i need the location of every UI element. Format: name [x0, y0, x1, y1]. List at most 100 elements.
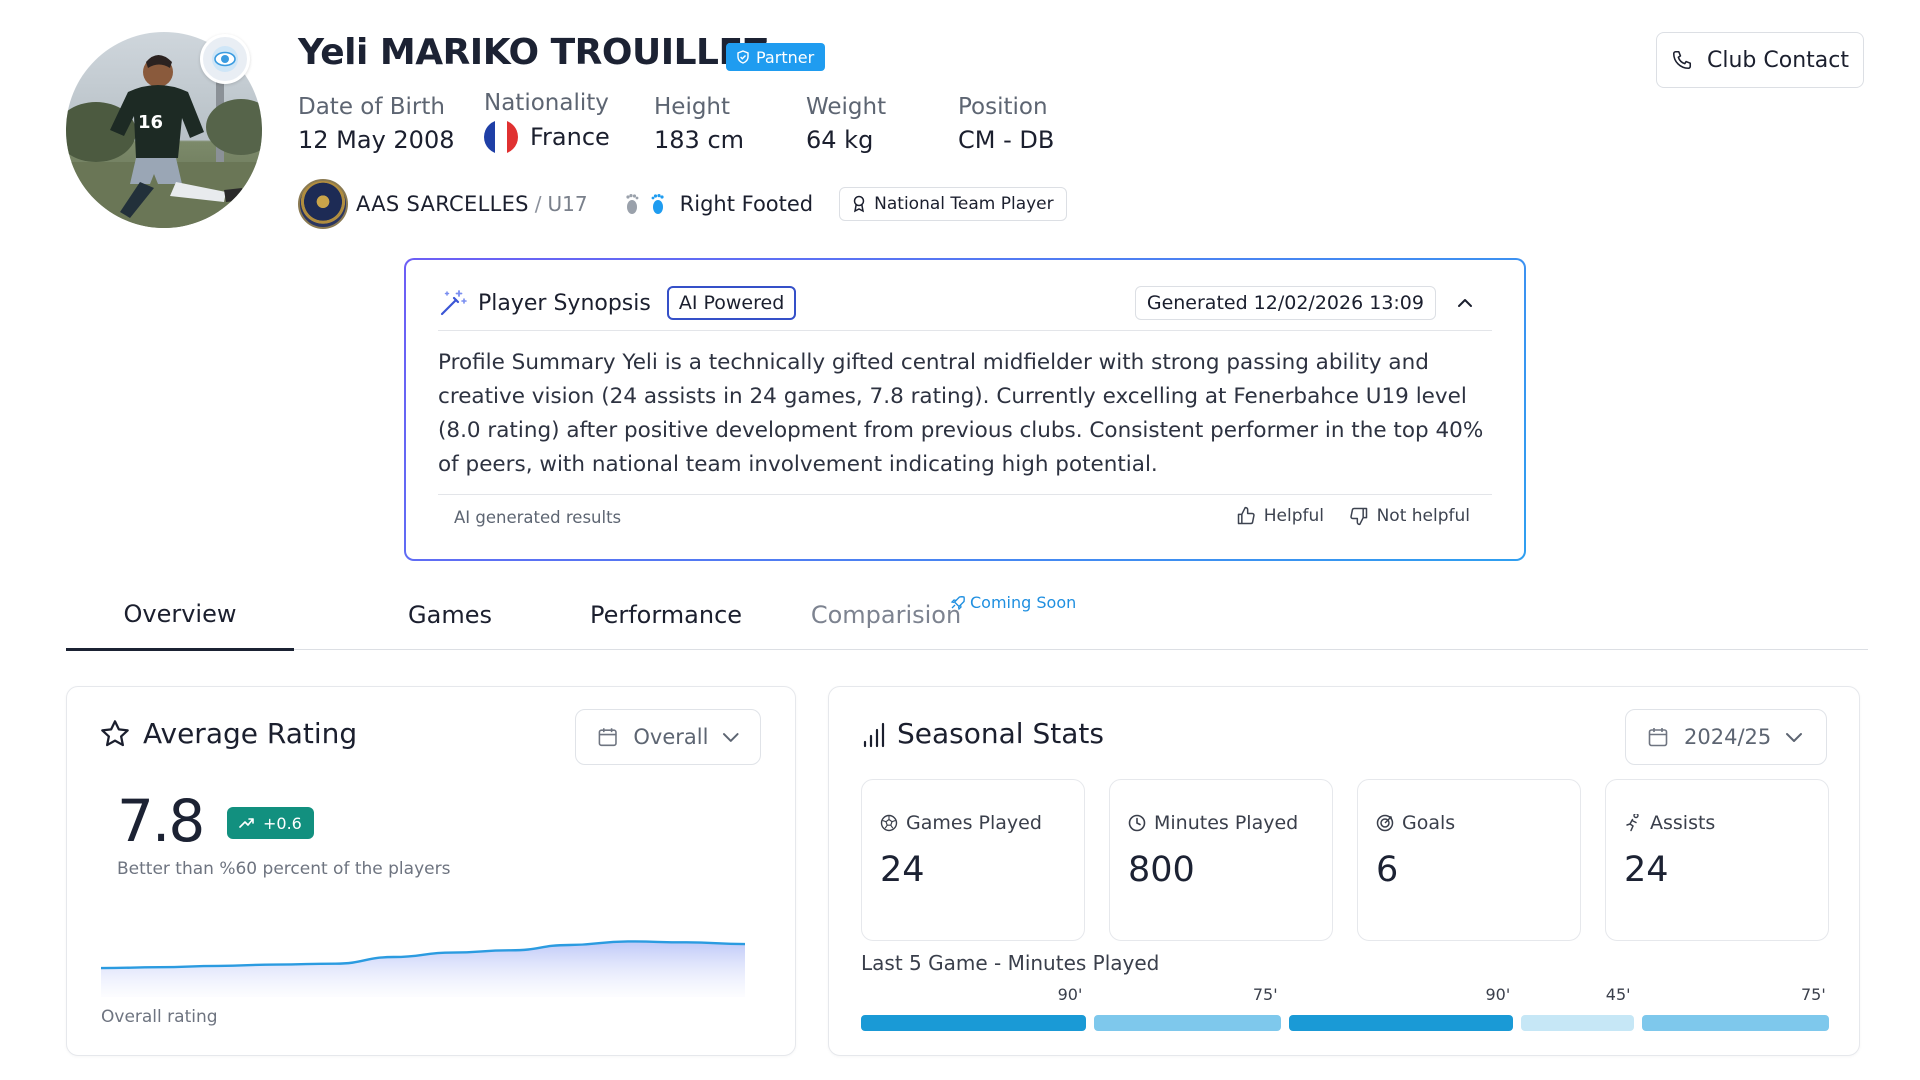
club-name[interactable]: AAS SARCELLES — [356, 192, 529, 216]
trending-up-icon — [239, 818, 254, 828]
height-label: Height — [654, 94, 731, 120]
club-row: AAS SARCELLES / U17 Right Footed Nationa… — [298, 178, 1067, 230]
national-team-badge: National Team Player — [839, 187, 1067, 221]
better-than-text: Better than %60 percent of the players — [117, 859, 451, 879]
national-team-label: National Team Player — [874, 194, 1054, 214]
target-icon — [1376, 814, 1394, 832]
seasonal-stats-card: Seasonal Stats 2024/25 Games Played 24 M… — [828, 686, 1860, 1056]
generated-date: Generated 12/02/2026 13:09 — [1134, 286, 1436, 320]
rating-trend-line — [101, 940, 745, 970]
rating-trend-chart — [101, 940, 745, 997]
watch-eye-icon[interactable] — [200, 34, 250, 84]
divider — [438, 330, 1492, 331]
clock-icon — [1128, 814, 1146, 832]
star-icon — [101, 719, 129, 746]
ai-generated-note: AI generated results — [454, 508, 622, 527]
minutes-segment — [1521, 1015, 1634, 1031]
thumbs-up-icon — [1237, 506, 1255, 525]
shield-check-icon — [737, 50, 749, 64]
synopsis-title: Player Synopsis — [478, 290, 651, 316]
not-helpful-button[interactable]: Not helpful — [1349, 506, 1470, 526]
stat-assists: Assists 24 — [1605, 779, 1829, 941]
height-field: Height 183 cm — [654, 94, 744, 154]
tab-comparision[interactable]: Comparision — [810, 601, 962, 629]
minutes-segment — [1288, 1015, 1514, 1031]
rating-filter-dropdown[interactable]: Overall — [575, 709, 761, 765]
stat-value: 24 — [1624, 850, 1669, 890]
minutes-label: 90' — [1485, 985, 1511, 1004]
divider — [438, 494, 1492, 495]
helpful-button[interactable]: Helpful — [1236, 506, 1324, 526]
collapse-chevron-up-icon[interactable] — [1454, 292, 1476, 314]
tab-overview[interactable]: Overview — [66, 580, 294, 651]
nationality-value: France — [530, 123, 610, 151]
minutes-segment — [1641, 1015, 1829, 1031]
average-rating-title: Average Rating — [143, 717, 358, 750]
svg-text:16: 16 — [138, 112, 163, 133]
calendar-icon — [1648, 728, 1668, 747]
rating-trend-area — [101, 941, 745, 997]
dob-label: Date of Birth — [298, 94, 445, 120]
chevron-down-icon — [723, 733, 740, 742]
player-name: Yeli MARIKO TROUILLEZ — [298, 32, 769, 73]
season-value: 2024/25 — [1684, 725, 1772, 749]
stat-value: 6 — [1376, 850, 1399, 890]
club-contact-label: Club Contact — [1707, 47, 1849, 73]
minutes-segment — [1093, 1015, 1281, 1031]
tab-bar: Overview Games Performance Comparision — [66, 580, 1868, 651]
average-rating-card: Average Rating Overall 7.8 +0.6 Better t… — [66, 686, 796, 1056]
minutes-label: 45' — [1605, 985, 1631, 1004]
stat-value: 24 — [880, 850, 925, 890]
stat-minutes-played: Minutes Played 800 — [1109, 779, 1333, 941]
assist-icon — [1626, 814, 1639, 832]
helpful-label: Helpful — [1263, 506, 1324, 526]
tab-games[interactable]: Games — [408, 601, 492, 629]
seasonal-stats-title: Seasonal Stats — [897, 717, 1104, 750]
partner-label: Partner — [756, 47, 815, 67]
phone-icon — [1672, 50, 1692, 70]
position-label: Position — [958, 94, 1048, 120]
magic-wand-icon — [440, 290, 467, 316]
season-dropdown[interactable]: 2024/25 — [1625, 709, 1827, 765]
nationality-field: Nationality France — [484, 90, 610, 154]
award-icon — [853, 195, 865, 213]
average-rating-value: 7.8 — [117, 787, 205, 855]
player-synopsis-card: Player Synopsis AI Powered Generated 12/… — [404, 258, 1526, 561]
coming-soon-badge: Coming Soon — [950, 593, 1076, 612]
partner-badge: Partner — [726, 43, 826, 71]
stat-label: Games Played — [906, 812, 1042, 834]
dob-field: Date of Birth 12 May 2008 — [298, 94, 455, 154]
minutes-label: 75' — [1801, 985, 1826, 1004]
ai-powered-badge: AI Powered — [666, 286, 797, 320]
footprints-icon — [622, 192, 668, 216]
synopsis-text: Profile Summary Yeli is a technically gi… — [438, 350, 1484, 477]
stat-label: Assists — [1650, 812, 1716, 834]
club-separator: / — [534, 192, 542, 216]
dob-value: 12 May 2008 — [298, 126, 455, 154]
coming-soon-label: Coming Soon — [970, 593, 1077, 612]
rocket-icon — [950, 595, 965, 610]
overall-rating-label: Overall rating — [101, 1007, 218, 1027]
soccer-ball-icon — [880, 814, 898, 832]
club-logo — [298, 179, 348, 229]
rating-delta-badge: +0.6 — [227, 807, 314, 839]
tab-performance[interactable]: Performance — [589, 601, 743, 629]
calendar-icon — [598, 728, 617, 747]
stat-goals: Goals 6 — [1357, 779, 1581, 941]
thumbs-down-icon — [1349, 507, 1367, 526]
club-contact-button[interactable]: Club Contact — [1656, 32, 1864, 88]
minutes-label: 90' — [1057, 985, 1083, 1004]
position-value: CM - DB — [958, 126, 1055, 154]
bar-chart-icon — [863, 722, 885, 747]
minutes-label: 75' — [1252, 985, 1278, 1004]
height-value: 183 cm — [654, 126, 745, 154]
minutes-segment — [861, 1015, 1086, 1031]
rating-delta-value: +0.6 — [263, 813, 302, 833]
chevron-down-icon — [1786, 733, 1803, 742]
stat-games-played: Games Played 24 — [861, 779, 1085, 941]
footed-label: Right Footed — [679, 192, 814, 216]
nationality-label: Nationality — [484, 90, 609, 116]
position-field: Position CM - DB — [958, 94, 1054, 154]
rating-filter-value: Overall — [633, 725, 709, 749]
weight-value: 64 kg — [806, 126, 874, 154]
